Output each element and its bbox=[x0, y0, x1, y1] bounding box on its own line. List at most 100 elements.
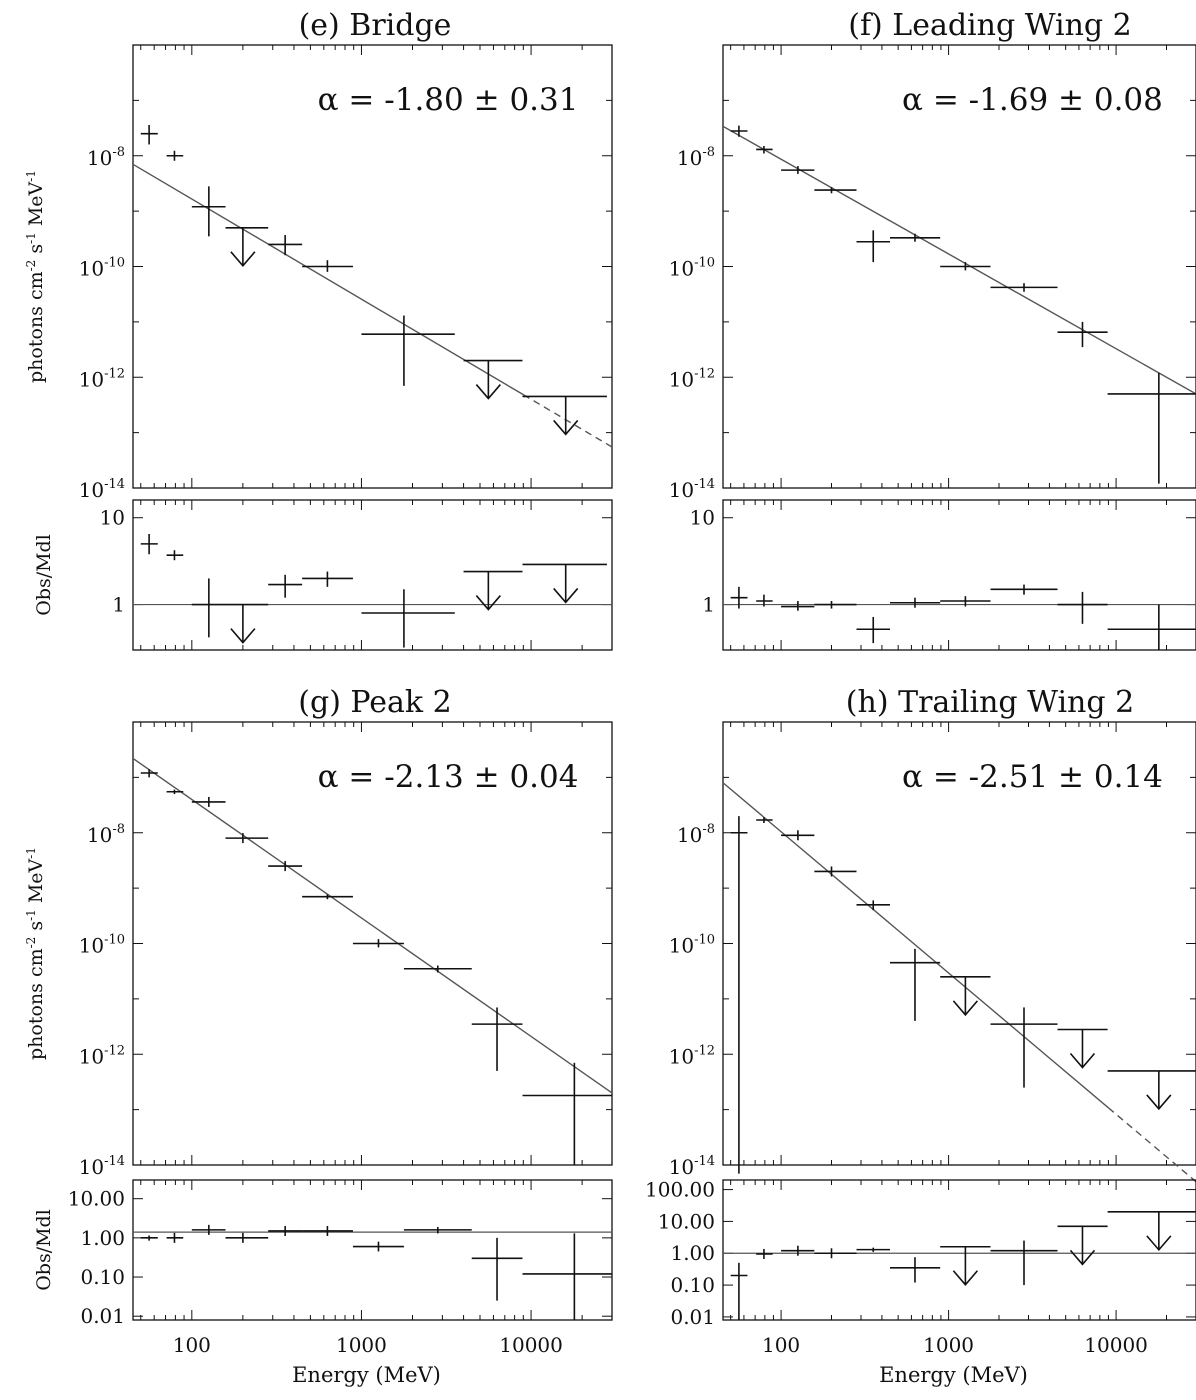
x-tick-label: 10000 bbox=[1084, 1333, 1148, 1357]
data-point bbox=[814, 187, 857, 194]
arrow-head bbox=[475, 595, 501, 611]
data-point bbox=[302, 894, 353, 900]
data-point bbox=[302, 260, 353, 272]
ratio-point bbox=[191, 1224, 226, 1235]
ratio-point bbox=[522, 1233, 612, 1320]
ratio-point bbox=[302, 571, 353, 587]
arrow-head bbox=[952, 1270, 979, 1286]
ratio-point bbox=[940, 596, 991, 607]
y-tick-label: 10-12 bbox=[79, 1043, 125, 1068]
ratio-point bbox=[781, 600, 815, 611]
data-point bbox=[268, 861, 303, 872]
data-point bbox=[471, 1007, 523, 1071]
arrow-head bbox=[553, 419, 579, 436]
y-tick-label: 10-8 bbox=[87, 145, 125, 170]
panel-title: (e) Bridge bbox=[299, 8, 452, 43]
y-tick-label: 10-14 bbox=[79, 477, 125, 502]
data-point bbox=[268, 235, 303, 256]
y-tick-label: 10-10 bbox=[79, 256, 125, 281]
data-point bbox=[890, 233, 941, 242]
data-point bbox=[756, 145, 773, 154]
ratio-point bbox=[940, 1245, 991, 1286]
ratio-point bbox=[403, 1226, 472, 1234]
ratio-frame bbox=[722, 1179, 1196, 1321]
arrow-head bbox=[230, 628, 256, 644]
y-tick-label: 10-10 bbox=[669, 256, 715, 281]
x-tick-label: 1000 bbox=[336, 1333, 387, 1357]
x-tick-label: 100 bbox=[762, 1333, 800, 1357]
x-axis-label: Energy (MeV) bbox=[292, 1363, 441, 1387]
ratio-point bbox=[191, 578, 226, 638]
ratio-point bbox=[268, 574, 303, 598]
ratio-point bbox=[1057, 1225, 1108, 1266]
model-line bbox=[722, 782, 1109, 1109]
y-tick-label: 10-10 bbox=[669, 933, 715, 958]
ratio-point bbox=[471, 1237, 523, 1301]
arrow-head bbox=[1146, 1094, 1172, 1111]
data-point bbox=[225, 226, 269, 268]
y-tick-label: 10-12 bbox=[79, 366, 125, 391]
data-point bbox=[140, 769, 158, 778]
ratio-y-tick-label: 1.00 bbox=[80, 1226, 125, 1250]
ratio-point bbox=[166, 550, 184, 561]
spectral-index-annotation: α = -1.69 ± 0.08 bbox=[902, 82, 1163, 118]
ratio-y-tick-label: 1 bbox=[702, 593, 715, 617]
spectral-index-annotation: α = -1.80 ± 0.31 bbox=[318, 82, 579, 118]
ratio-y-tick-label: 10 bbox=[100, 506, 125, 530]
ratio-point bbox=[1107, 1211, 1196, 1252]
ratio-point bbox=[730, 1262, 748, 1320]
arrow-head bbox=[475, 384, 501, 400]
ratio-frame bbox=[132, 499, 613, 651]
arrow-head bbox=[1069, 1052, 1096, 1069]
ratio-point bbox=[756, 1248, 773, 1259]
model-line bbox=[132, 163, 524, 396]
ratio-y-tick-label: 0.01 bbox=[670, 1305, 715, 1329]
data-point bbox=[856, 230, 891, 263]
y-axis-label: photons cm-2 s-1 MeV-1 bbox=[24, 847, 47, 1060]
ratio-point bbox=[890, 1257, 941, 1283]
x-axis-label: Energy (MeV) bbox=[879, 1363, 1028, 1387]
data-point bbox=[1057, 321, 1108, 348]
panel-title: (h) Trailing Wing 2 bbox=[846, 685, 1134, 720]
data-point bbox=[225, 833, 269, 844]
data-point bbox=[463, 359, 523, 400]
y-tick-label: 10-10 bbox=[79, 933, 125, 958]
panel-e: (e) Bridge 10-8 10-10 10-12 10-14 α = -1.80 ±… bbox=[24, 8, 613, 651]
y-tick-label: 10-8 bbox=[677, 822, 715, 847]
data-point bbox=[191, 186, 226, 237]
data-point bbox=[191, 796, 226, 807]
y-axis-label: photons cm-2 s-1 MeV-1 bbox=[24, 170, 47, 383]
data-point bbox=[1057, 1028, 1108, 1069]
data-point bbox=[730, 816, 748, 1174]
ratio-y-tick-label: 0.01 bbox=[80, 1304, 125, 1328]
arrow-head bbox=[952, 1000, 979, 1017]
y-tick-label: 10-14 bbox=[669, 477, 715, 502]
ratio-point bbox=[814, 600, 857, 609]
data-point bbox=[352, 939, 404, 948]
data-point bbox=[1107, 1070, 1196, 1111]
ratio-y-tick-label: 1 bbox=[112, 593, 125, 617]
ratio-point bbox=[781, 1245, 815, 1256]
spectral-index-annotation: α = -2.51 ± 0.14 bbox=[902, 759, 1163, 795]
data-point bbox=[990, 283, 1058, 292]
data-point bbox=[781, 166, 815, 174]
data-point bbox=[166, 150, 184, 161]
data-point bbox=[781, 830, 815, 841]
panel-h: (h) Trailing Wing 2 10-8 10-10 10-12 10-14 α … bbox=[645, 685, 1196, 1387]
data-point bbox=[522, 1062, 612, 1165]
ratio-y-tick-label: 10 bbox=[690, 506, 715, 530]
x-tick-label: 1000 bbox=[923, 1333, 974, 1357]
data-point bbox=[756, 817, 773, 823]
y-tick-label: 10-8 bbox=[87, 822, 125, 847]
ratio-point bbox=[140, 533, 158, 555]
ratio-point bbox=[730, 586, 748, 609]
y-tick-label: 10-14 bbox=[669, 1154, 715, 1179]
x-tick-label: 10000 bbox=[499, 1333, 563, 1357]
ratio-point bbox=[522, 563, 607, 604]
ratio-point bbox=[361, 589, 455, 648]
ratio-axis-label: Obs/Mdl bbox=[33, 534, 55, 616]
data-point bbox=[166, 789, 184, 795]
data-point bbox=[140, 124, 158, 145]
